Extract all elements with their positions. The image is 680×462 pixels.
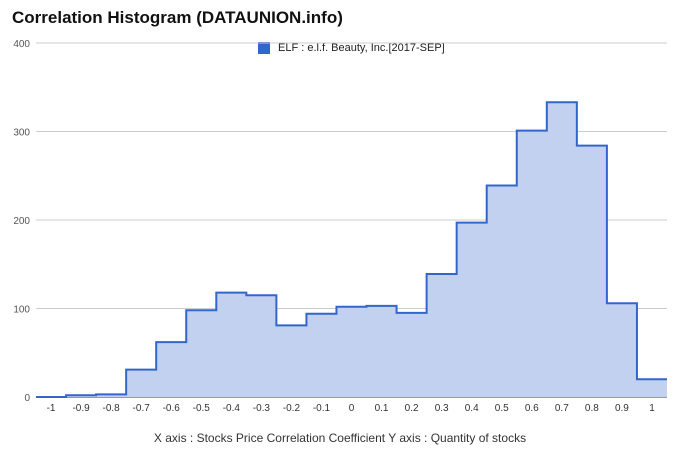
y-tick-label: 400 [13,39,30,50]
histogram-bin [457,223,487,397]
x-tick-label: 0.3 [435,403,449,414]
x-tick-label: 0.9 [615,403,629,414]
x-tick-label: 1 [649,403,655,414]
x-tick-label: -0.3 [253,403,271,414]
x-tick-label: 0.5 [495,403,509,414]
histogram-bin [547,102,577,397]
histogram-bin [216,293,246,397]
x-tick-label: 0.6 [525,403,539,414]
histogram-bin [96,394,126,397]
x-tick-label: 0.7 [555,403,569,414]
histogram-bin [607,303,637,397]
histogram-bin [186,310,216,397]
histogram-bin [487,185,517,397]
x-tick-label: 0.8 [585,403,599,414]
histogram-bin [427,274,457,397]
y-tick-label: 100 [13,305,30,316]
histogram-bin [517,131,547,397]
histogram-bin [367,306,397,397]
chart-title: Correlation Histogram (DATAUNION.info) [12,8,343,27]
histogram-bin [637,379,667,397]
x-tick-label: 0.1 [375,403,389,414]
y-tick-label: 300 [13,128,30,139]
histogram-bin [156,342,186,397]
legend-swatch [258,42,270,54]
histogram-line [36,101,667,398]
histogram-bin [577,146,607,397]
x-tick-label: -0.2 [283,403,301,414]
x-tick-label: -1 [47,403,56,414]
x-tick-label: -0.8 [103,403,121,414]
x-tick-label: -0.7 [133,403,151,414]
histogram-bin [336,307,366,397]
histogram-bin [397,313,427,397]
histogram-bin [306,314,336,397]
histogram-bin [276,325,306,397]
axis-caption: X axis : Stocks Price Correlation Coeffi… [153,431,527,445]
histogram-bin [66,395,96,397]
x-tick-label: -0.4 [223,403,241,414]
y-tick-label: 200 [13,216,30,227]
x-tick-label: -0.5 [193,403,211,414]
legend-label: ELF : e.l.f. Beauty, Inc.[2017-SEP] [278,42,445,54]
x-tick-label: 0.2 [405,403,419,414]
x-tick-label: 0 [349,403,355,414]
x-tick-label: -0.1 [313,403,331,414]
histogram-bin [126,370,156,397]
histogram-area [36,102,667,398]
chart-legend[interactable]: ELF : e.l.f. Beauty, Inc.[2017-SEP] [258,42,445,54]
x-tick-label: 0.4 [465,403,479,414]
x-tick-label: -0.6 [163,403,181,414]
histogram-bin [246,295,276,397]
x-tick-label: -0.9 [72,403,90,414]
y-tick-label: 0 [24,393,30,404]
